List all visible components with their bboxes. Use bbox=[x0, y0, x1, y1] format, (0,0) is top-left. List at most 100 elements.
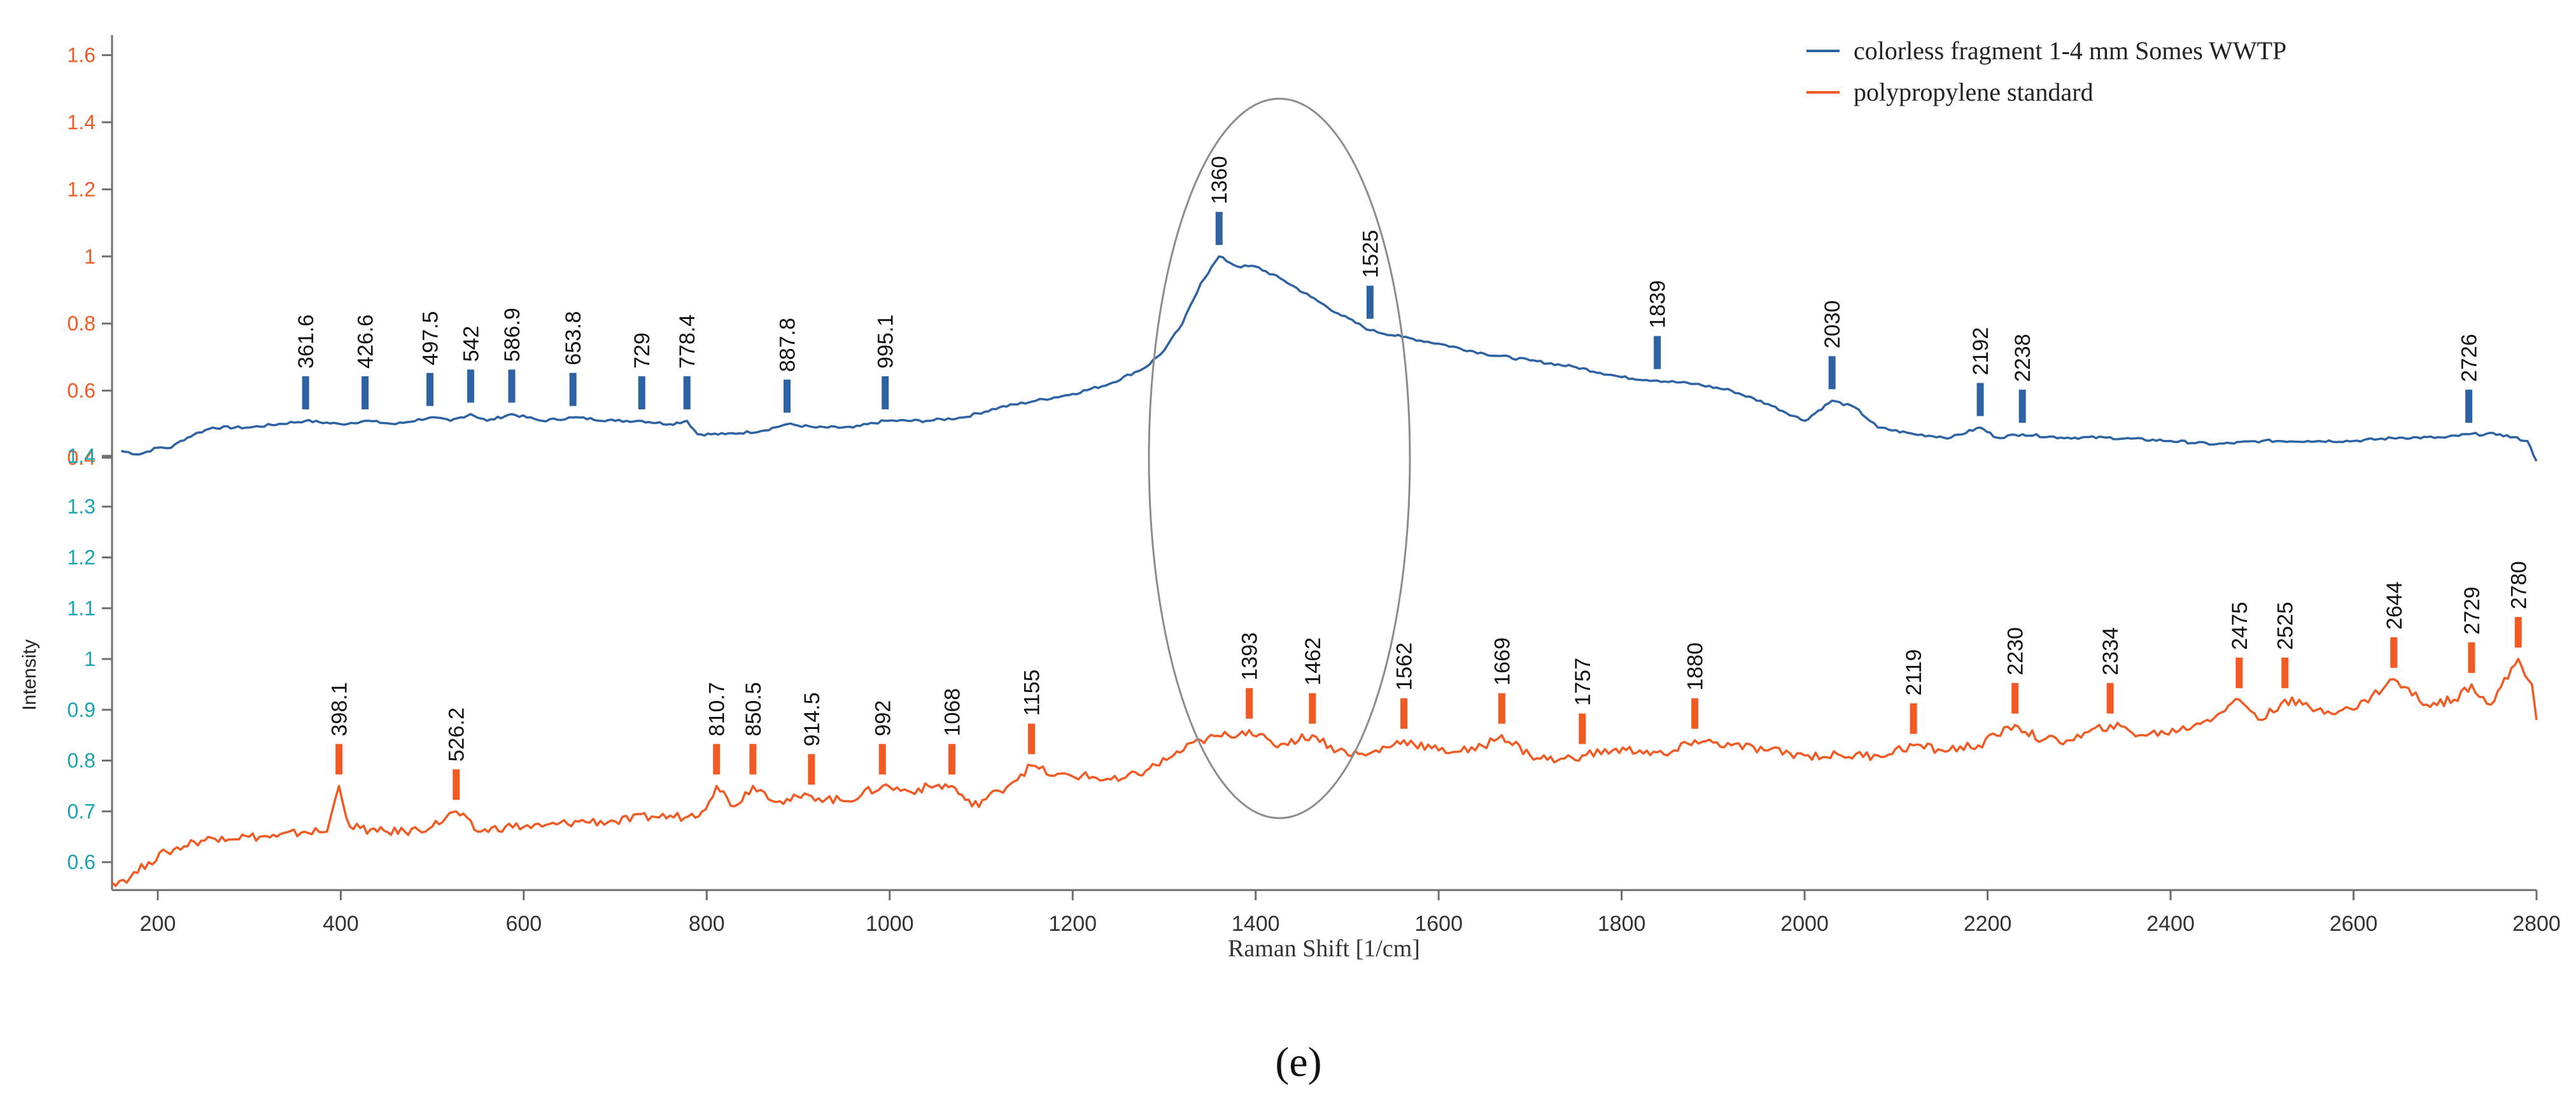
y-tick-label: 1.4 bbox=[67, 111, 95, 134]
peak-label: 361.6 bbox=[294, 315, 318, 369]
peak-label: 810.7 bbox=[705, 682, 729, 736]
peak-label: 542 bbox=[459, 326, 483, 362]
peak-marker bbox=[2468, 642, 2475, 673]
legend-label-polypropylene: polypropylene standard bbox=[1854, 78, 2094, 106]
peak-marker bbox=[1400, 698, 1408, 729]
y-tick-label: 0.8 bbox=[67, 749, 95, 772]
peak-marker bbox=[569, 372, 577, 406]
x-tick-label: 2000 bbox=[1780, 912, 1829, 936]
peak-label: 526.2 bbox=[445, 707, 469, 761]
legend: colorless fragment 1-4 mm Somes WWTP pol… bbox=[1806, 36, 2286, 106]
peak-marker bbox=[749, 744, 757, 775]
peak-marker bbox=[1828, 356, 1836, 390]
lower-y-ticks: 0.6 0.7 0.8 0.9 1 1.1 1.2 1.3 1.4 bbox=[67, 444, 112, 874]
peak-marker bbox=[1366, 285, 1374, 319]
peak-label: 398.1 bbox=[328, 682, 352, 736]
peak-marker bbox=[508, 369, 516, 403]
y-tick-label: 1 bbox=[84, 245, 95, 268]
y-tick-label: 0.4 bbox=[67, 446, 95, 469]
y-tick-label: 1.2 bbox=[67, 546, 95, 569]
peak-label: 1757 bbox=[1571, 658, 1595, 706]
x-tick-label: 2600 bbox=[2330, 912, 2378, 936]
peak-marker bbox=[1691, 698, 1699, 729]
x-ticks: 200 400 600 800 1000 1200 1400 1600 1800 2000 2200… bbox=[140, 890, 2561, 936]
peak-marker bbox=[1498, 693, 1505, 724]
y-tick-label: 1.1 bbox=[67, 597, 95, 619]
peak-marker bbox=[2390, 637, 2398, 668]
peak-label: 2525 bbox=[2274, 602, 2298, 650]
peak-marker bbox=[2106, 683, 2114, 714]
x-tick-label: 800 bbox=[689, 912, 725, 936]
peak-label: 992 bbox=[871, 700, 895, 737]
x-tick-label: 400 bbox=[323, 912, 359, 936]
peak-marker bbox=[638, 376, 645, 409]
peak-label: 914.5 bbox=[800, 692, 824, 746]
x-tick-label: 1000 bbox=[866, 912, 914, 936]
peak-label: 1562 bbox=[1393, 642, 1417, 691]
peak-label: 1393 bbox=[1238, 632, 1262, 681]
y-tick-label: 0.6 bbox=[67, 379, 95, 402]
x-tick-label: 1400 bbox=[1232, 912, 1280, 936]
peak-marker bbox=[2514, 617, 2522, 648]
x-tick-label: 1200 bbox=[1048, 912, 1097, 936]
peak-label: 2238 bbox=[2011, 334, 2035, 382]
peak-marker bbox=[1028, 723, 1036, 754]
peak-marker bbox=[713, 744, 721, 775]
peak-label: 497.5 bbox=[418, 311, 442, 365]
y-tick-label: 0.9 bbox=[67, 698, 95, 721]
y-tick-label: 1 bbox=[84, 648, 95, 670]
peak-marker bbox=[1246, 688, 1253, 719]
peak-marker bbox=[2018, 390, 2026, 423]
y-tick-label: 0.7 bbox=[67, 800, 95, 823]
y-tick-label: 1.2 bbox=[67, 178, 95, 201]
x-axis-title: Raman Shift [1/cm] bbox=[1228, 935, 1420, 962]
x-tick-label: 2400 bbox=[2146, 912, 2195, 936]
peak-marker bbox=[878, 744, 886, 775]
upper-y-ticks: 0.4 0.6 0.8 1 1.2 1.4 1.6 bbox=[67, 44, 112, 469]
y-tick-label: 1.6 bbox=[67, 44, 95, 67]
peak-label: 1525 bbox=[1358, 230, 1383, 278]
y-tick-label: 0.6 bbox=[67, 851, 95, 874]
x-tick-label: 600 bbox=[505, 912, 542, 936]
x-tick-label: 200 bbox=[140, 912, 176, 936]
peak-label: 2644 bbox=[2382, 581, 2407, 630]
peak-label: 426.6 bbox=[354, 315, 378, 369]
y-tick-label: 1.3 bbox=[67, 495, 95, 518]
x-tick-label: 2200 bbox=[1964, 912, 2012, 936]
peak-label: 2729 bbox=[2460, 586, 2484, 635]
peak-marker bbox=[948, 744, 955, 775]
peak-marker bbox=[1910, 703, 1917, 734]
peak-marker bbox=[1976, 383, 1984, 416]
legend-label-sample: colorless fragment 1-4 mm Somes WWTP bbox=[1854, 36, 2286, 65]
peak-label: 2230 bbox=[2004, 627, 2028, 676]
peak-label: 2192 bbox=[1969, 327, 1993, 376]
peak-marker bbox=[683, 376, 691, 409]
peak-markers-sample: 361.6 426.6 497.5 542 586.9 653.8 729 778.4 887.… bbox=[294, 156, 2482, 423]
peak-label: 729 bbox=[630, 332, 654, 369]
peak-marker bbox=[453, 769, 460, 800]
peak-label: 778.4 bbox=[675, 315, 700, 369]
peak-marker bbox=[1579, 713, 1586, 744]
peak-marker bbox=[1309, 693, 1316, 724]
peak-marker bbox=[335, 744, 343, 775]
y-tick-label: 1.4 bbox=[67, 444, 95, 467]
peak-label: 1839 bbox=[1646, 280, 1670, 329]
peak-label: 2334 bbox=[2099, 627, 2123, 676]
peak-marker bbox=[882, 376, 889, 409]
peak-label: 2780 bbox=[2507, 561, 2531, 609]
x-tick-label: 2800 bbox=[2512, 912, 2561, 936]
peak-label: 653.8 bbox=[561, 311, 586, 365]
peak-label: 2475 bbox=[2228, 602, 2252, 650]
highlight-ellipse bbox=[1148, 97, 1411, 819]
peak-label: 1068 bbox=[940, 688, 964, 737]
peak-marker bbox=[1654, 336, 1661, 369]
y-tick-label: 0.8 bbox=[67, 312, 95, 335]
peak-label: 887.8 bbox=[775, 318, 799, 372]
series-line-sample bbox=[121, 255, 2538, 462]
peak-marker bbox=[783, 379, 791, 413]
peak-label: 2030 bbox=[1820, 301, 1845, 349]
peak-marker bbox=[467, 369, 474, 403]
x-tick-label: 1600 bbox=[1414, 912, 1463, 936]
peak-label: 1360 bbox=[1207, 156, 1232, 204]
